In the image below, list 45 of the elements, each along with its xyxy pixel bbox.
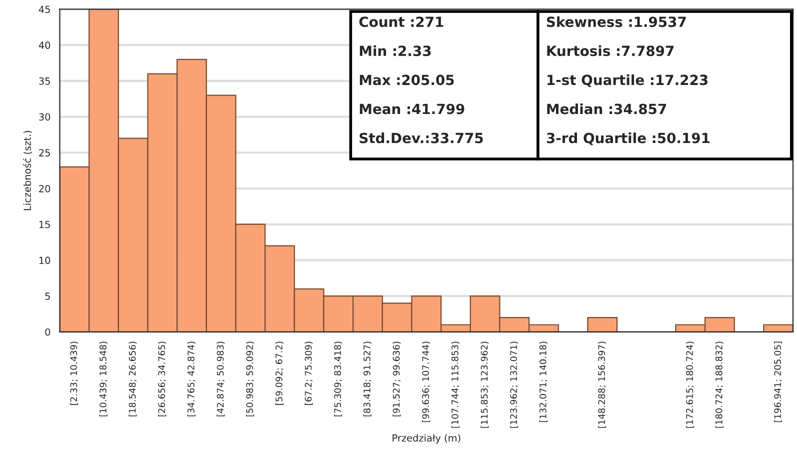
x-tick-label: [196.941; 205.05] (774, 342, 782, 422)
annotation: Std.Dev.:33.775 (360, 132, 483, 144)
bar (587, 317, 618, 332)
x-tick-label: [2.33; 10.439) (70, 342, 78, 405)
annotation: Count :271 (359, 16, 444, 28)
x-tick-label: [172.615; 180.724) (686, 342, 694, 428)
y-tick-label: 25 (39, 149, 50, 156)
x-tick-label: [83.418; 91.527) (363, 342, 372, 416)
annotation: Mean :41.799 (360, 104, 464, 114)
x-tick-label: [91.527; 99.636) (392, 342, 401, 416)
y-tick-label: 30 (39, 113, 50, 121)
x-tick-label: [42.874; 50.983) (216, 342, 225, 416)
annotation: 3-rd Quartile :50.191 (546, 132, 710, 146)
y-tick-label: 20 (39, 184, 50, 192)
annotation: Max :205.05 (360, 74, 454, 86)
y-tick-label: 35 (39, 77, 50, 85)
x-tick-label: [59.092; 67.2) (275, 342, 284, 405)
x-tick-label: [26.656; 34.765) (158, 342, 166, 416)
x-tick-label: [99.636; 107.744) (422, 342, 430, 422)
y-axis-title: Liczebność (szt.) (23, 130, 32, 210)
x-tick-label: [180.724; 188.832) (715, 342, 724, 428)
annotation: Skewness :1.9537 (546, 16, 686, 28)
y-tick-label: 45 (38, 6, 50, 14)
x-tick-label: [18.548; 26.656) (128, 342, 137, 416)
x-tick-label: [107.744; 115.853) (451, 342, 460, 428)
x-tick-label: [123.962; 132.071) (510, 342, 518, 428)
x-tick-label: [148.288; 156.397) (598, 342, 606, 428)
x-tick-label: [10.439; 18.548) (99, 342, 108, 416)
annotation: Kurtosis :7.7897 (547, 45, 674, 56)
y-tick-label: 5 (45, 292, 50, 300)
x-tick-label: [132.071; 140.18) (539, 342, 548, 422)
x-tick-label: [75.309; 83.418) (334, 342, 342, 416)
x-tick-label: [34.765; 42.874) (187, 342, 196, 416)
annotation: Min :2.33 (360, 45, 431, 56)
y-tick-label: 15 (39, 220, 50, 228)
y-tick-label: 0 (45, 328, 50, 336)
x-axis-title: Przedziały (m) (392, 434, 460, 444)
x-tick-label: [67.2; 75.309) (304, 342, 313, 405)
x-tick-label: [50.983; 59.092) (246, 342, 254, 416)
bar (763, 324, 794, 332)
y-tick-label: 10 (39, 256, 50, 264)
annotation: Median :34.857 (547, 103, 666, 114)
x-tick-label: [115.853; 123.962) (480, 342, 489, 428)
y-tick-label: 40 (38, 42, 50, 49)
annotation: 1-st Quartile :17.223 (548, 74, 708, 87)
